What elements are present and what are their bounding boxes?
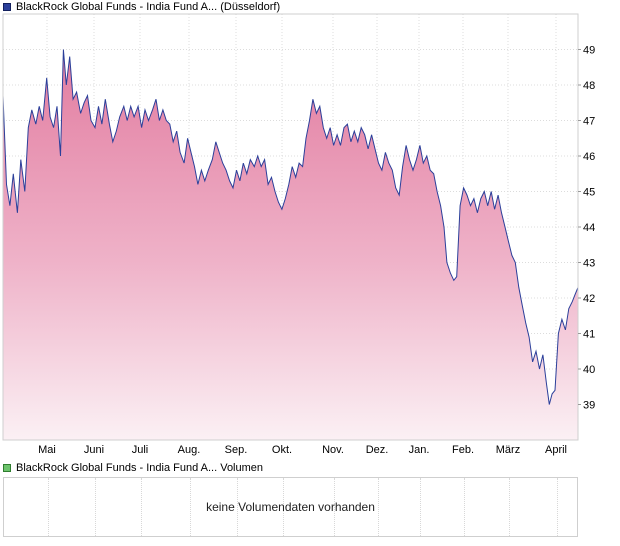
x-tick-label: Juli — [132, 444, 149, 456]
volume-empty-message: keine Volumendaten vorhanden — [206, 500, 375, 514]
volume-x-gridline — [48, 478, 49, 536]
x-tick-label: Juni — [84, 444, 104, 456]
price-area-fill — [3, 49, 578, 440]
y-tick-label: 48 — [583, 80, 595, 92]
y-tick-label: 49 — [583, 45, 595, 57]
x-axis: Mai Juni Juli Aug. Sep. Okt. Nov. Dez. Jan. Feb. M… — [38, 444, 567, 456]
x-tick-label: Aug. — [178, 444, 201, 456]
price-line — [2, 49, 579, 405]
volume-x-gridline — [334, 478, 335, 536]
y-tick-label: 47 — [583, 116, 595, 128]
volume-x-gridline — [378, 478, 379, 536]
volume-x-gridline — [509, 478, 510, 536]
y-tick-label: 42 — [583, 293, 595, 305]
volume-x-gridline — [237, 478, 238, 536]
x-tick-label: April — [545, 444, 567, 456]
price-legend: BlackRock Global Funds - India Fund A...… — [3, 0, 280, 14]
x-tick-label: Mai — [38, 444, 56, 456]
x-tick-label: März — [496, 444, 520, 456]
y-tick-label: 41 — [583, 329, 595, 341]
price-legend-label: BlackRock Global Funds - India Fund A...… — [16, 1, 281, 13]
volume-legend-label: BlackRock Global Funds - India Fund A...… — [16, 462, 264, 474]
volume-x-gridline — [95, 478, 96, 536]
volume-legend: BlackRock Global Funds - India Fund A...… — [3, 461, 263, 475]
x-tick-label: Nov. — [322, 444, 344, 456]
y-tick-label: 43 — [583, 258, 595, 270]
volume-x-gridline — [464, 478, 465, 536]
volume-x-gridline — [141, 478, 142, 536]
price-series-swatch — [3, 3, 11, 11]
volume-x-gridline — [283, 478, 284, 536]
y-axis: 39 40 41 42 43 44 45 46 47 48 49 — [578, 45, 595, 412]
volume-panel: keine Volumendaten vorhanden — [3, 477, 578, 537]
x-tick-label: Feb. — [452, 444, 474, 456]
x-tick-label: Dez. — [366, 444, 389, 456]
volume-x-gridline — [190, 478, 191, 536]
price-chart: 39 40 41 42 43 44 45 46 47 48 49 Mai Juni Juli Aug. Se… — [2, 13, 595, 456]
y-tick-label: 40 — [583, 364, 595, 376]
y-tick-label: 44 — [583, 222, 595, 234]
volume-x-gridline — [557, 478, 558, 536]
volume-series-swatch — [3, 464, 11, 472]
y-tick-label: 45 — [583, 187, 595, 199]
volume-x-gridline — [420, 478, 421, 536]
x-tick-label: Jan. — [409, 444, 430, 456]
y-tick-label: 46 — [583, 151, 595, 163]
x-tick-label: Sep. — [225, 444, 248, 456]
y-tick-label: 39 — [583, 400, 595, 412]
x-tick-label: Okt. — [272, 444, 292, 456]
